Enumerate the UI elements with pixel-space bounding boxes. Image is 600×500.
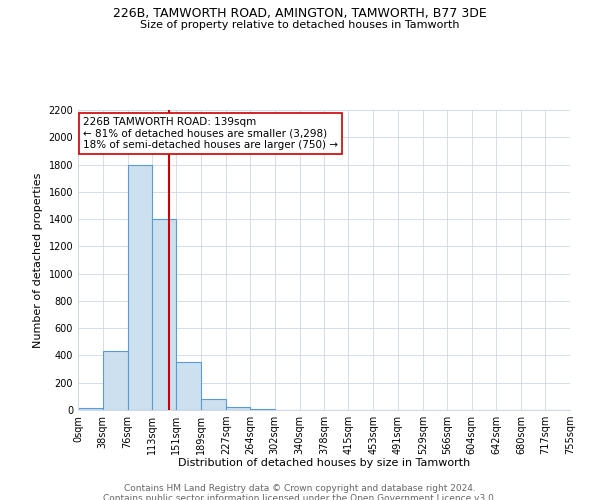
Bar — [103, 352, 128, 410]
Bar — [78, 408, 103, 410]
Bar — [176, 362, 201, 410]
Bar — [201, 399, 226, 410]
Text: Size of property relative to detached houses in Tamworth: Size of property relative to detached ho… — [140, 20, 460, 30]
Text: 226B TAMWORTH ROAD: 139sqm
← 81% of detached houses are smaller (3,298)
18% of s: 226B TAMWORTH ROAD: 139sqm ← 81% of deta… — [83, 117, 338, 150]
Text: 226B, TAMWORTH ROAD, AMINGTON, TAMWORTH, B77 3DE: 226B, TAMWORTH ROAD, AMINGTON, TAMWORTH,… — [113, 8, 487, 20]
Y-axis label: Number of detached properties: Number of detached properties — [33, 172, 43, 348]
Bar — [226, 406, 250, 410]
Text: Contains public sector information licensed under the Open Government Licence v3: Contains public sector information licen… — [103, 494, 497, 500]
Bar — [128, 164, 152, 410]
Bar — [152, 219, 176, 410]
Text: Contains HM Land Registry data © Crown copyright and database right 2024.: Contains HM Land Registry data © Crown c… — [124, 484, 476, 493]
Text: Distribution of detached houses by size in Tamworth: Distribution of detached houses by size … — [178, 458, 470, 468]
